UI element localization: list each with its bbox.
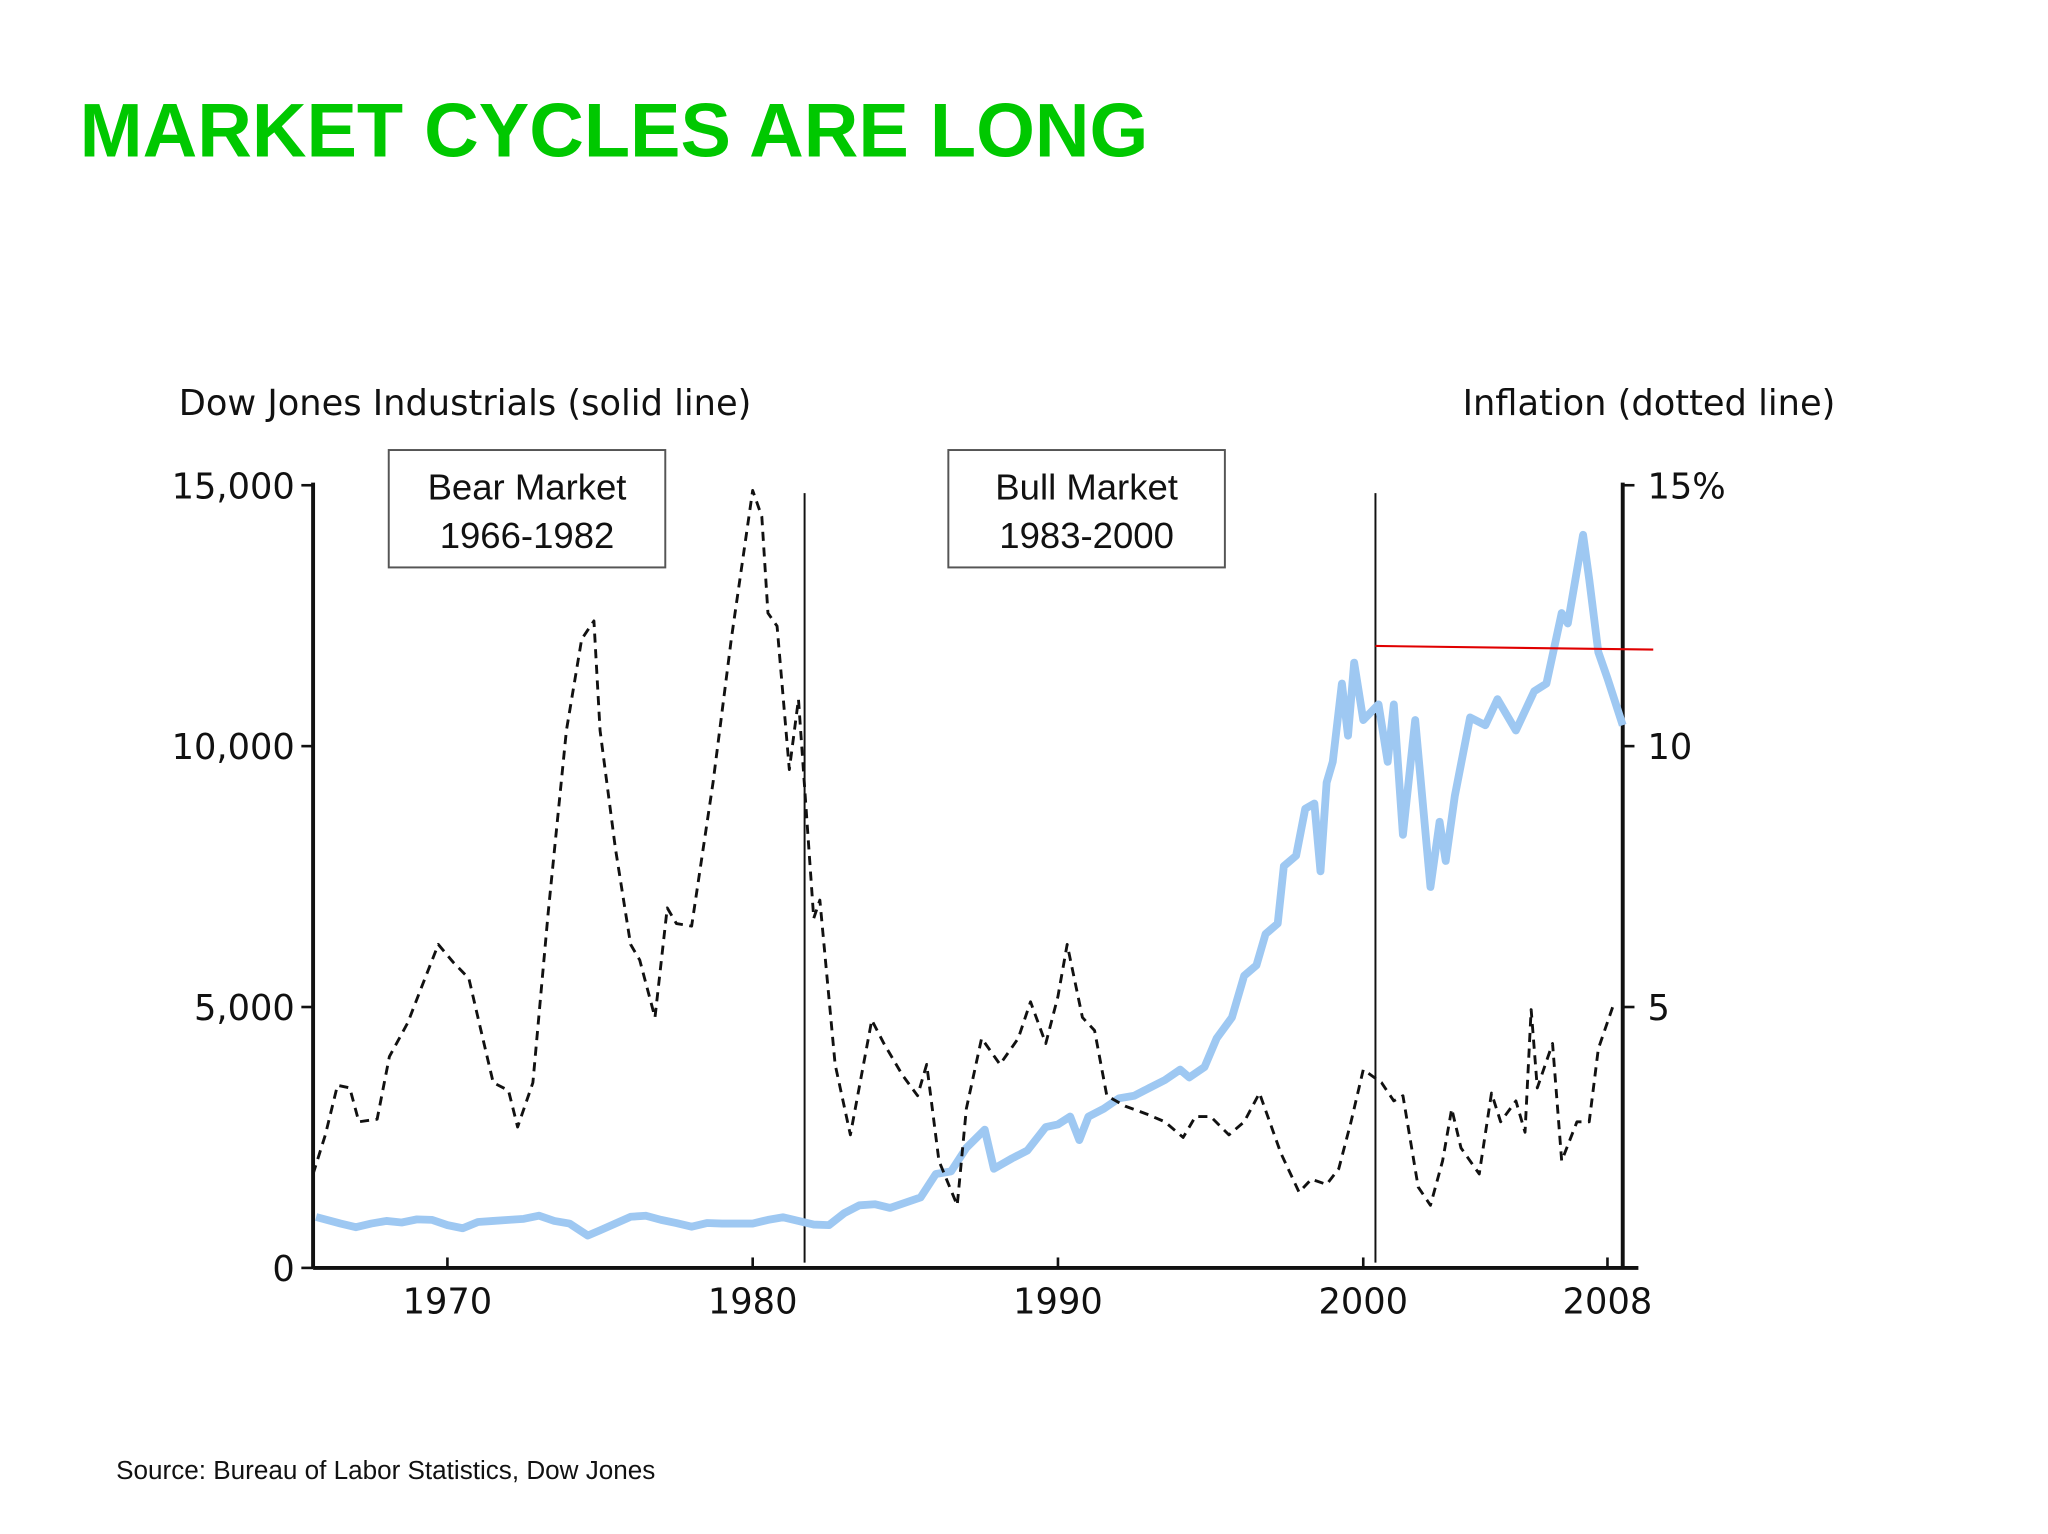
annotation-box — [387, 449, 667, 569]
x-tick-label: 1970 — [403, 1282, 493, 1323]
inflation-line — [311, 489, 1615, 1207]
x-tick-label: 1980 — [708, 1282, 798, 1323]
y2-axis-label: Inflation (dotted line) — [1463, 383, 1836, 424]
annotation-text: Bull Market — [995, 467, 1178, 508]
y-tick-label: 0 — [272, 1249, 294, 1290]
annotation-box — [947, 449, 1226, 569]
annotation-text: 1966-1982 — [440, 515, 615, 556]
annotation-text: Bear Market — [428, 467, 627, 508]
y-axis-label: Dow Jones Industrials (solid line) — [179, 383, 752, 424]
annotation-text: 1983-2000 — [999, 515, 1174, 556]
source-note: Source: Bureau of Labor Statistics, Dow … — [116, 1455, 655, 1485]
y2-tick-label: 10 — [1648, 727, 1693, 768]
x-tick-label: 2000 — [1318, 1282, 1408, 1323]
y-tick-label: 5,000 — [194, 988, 295, 1029]
chart-title: MARKET CYCLES ARE LONG — [80, 90, 1149, 174]
dow-line — [315, 530, 1627, 1240]
reference-line — [1375, 644, 1654, 651]
y2-tick-label: 5 — [1648, 988, 1670, 1029]
x-tick-label: 2008 — [1563, 1282, 1653, 1323]
x-tick-label: 1990 — [1013, 1282, 1103, 1323]
y-tick-label: 15,000 — [172, 466, 295, 507]
y2-tick-label: 15% — [1648, 466, 1726, 507]
y-tick-label: 10,000 — [172, 727, 295, 768]
